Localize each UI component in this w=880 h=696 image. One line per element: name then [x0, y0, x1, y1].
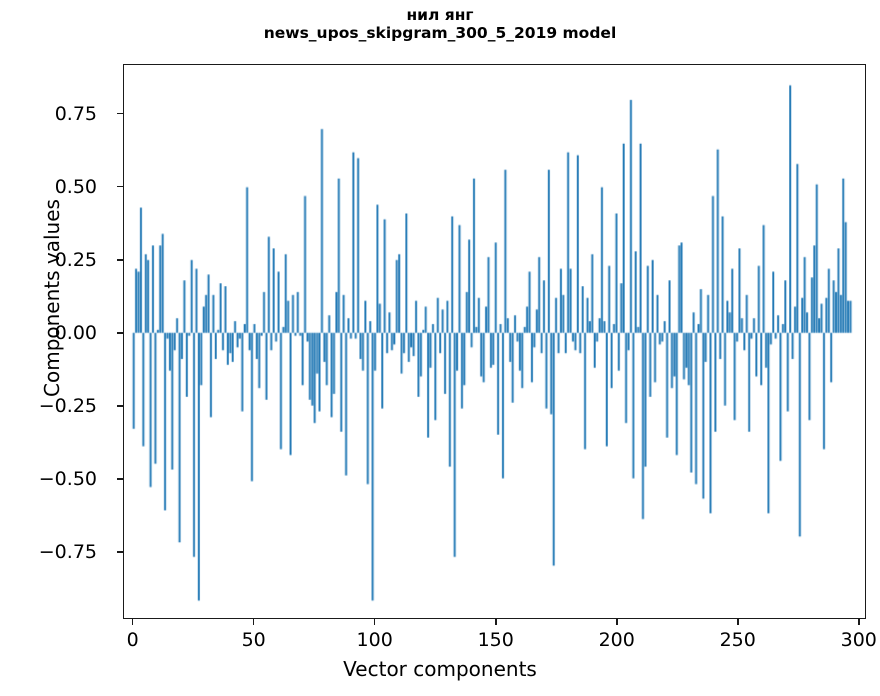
y-tick-label: 0.25: [54, 248, 97, 271]
x-tick-mark: [857, 619, 860, 625]
y-tick-mark: [117, 331, 123, 334]
y-tick-label: −0.50: [38, 467, 97, 490]
y-tick-mark: [117, 258, 123, 261]
y-tick-mark: [117, 404, 123, 407]
y-tick-mark: [117, 185, 123, 188]
x-tick-label: 150: [477, 629, 514, 651]
x-tick-label: 300: [840, 629, 877, 651]
plot-area: [123, 64, 866, 619]
x-tick-mark: [494, 619, 497, 625]
x-tick-label: 250: [719, 629, 756, 651]
x-tick-mark: [736, 619, 739, 625]
x-tick-mark: [131, 619, 134, 625]
bar-series-canvas: [124, 65, 865, 618]
y-tick-label: 0.00: [54, 321, 97, 344]
chart-title-line-2: news_upos_skipgram_300_5_2019 model: [263, 24, 617, 43]
y-tick-label: −0.75: [38, 540, 97, 563]
y-tick-mark: [117, 477, 123, 480]
y-axis-label: Components values: [40, 199, 64, 397]
x-tick-label: 200: [598, 629, 635, 651]
y-tick-label: −0.25: [38, 394, 97, 417]
x-tick-mark: [615, 619, 618, 625]
x-tick-label: 50: [241, 629, 266, 651]
x-tick-mark: [252, 619, 255, 625]
x-tick-mark: [373, 619, 376, 625]
y-tick-mark: [117, 551, 123, 553]
chart-title-line-1: нил янг: [406, 6, 474, 24]
chart-title: нил янг news_upos_skipgram_300_5_2019 mo…: [0, 6, 880, 43]
y-tick-label: 0.50: [54, 175, 97, 198]
x-tick-label: 0: [126, 629, 139, 651]
x-axis-label: Vector components: [343, 657, 537, 681]
y-tick-mark: [117, 112, 123, 115]
x-tick-label: 100: [356, 629, 393, 651]
y-tick-label: 0.75: [54, 102, 97, 125]
